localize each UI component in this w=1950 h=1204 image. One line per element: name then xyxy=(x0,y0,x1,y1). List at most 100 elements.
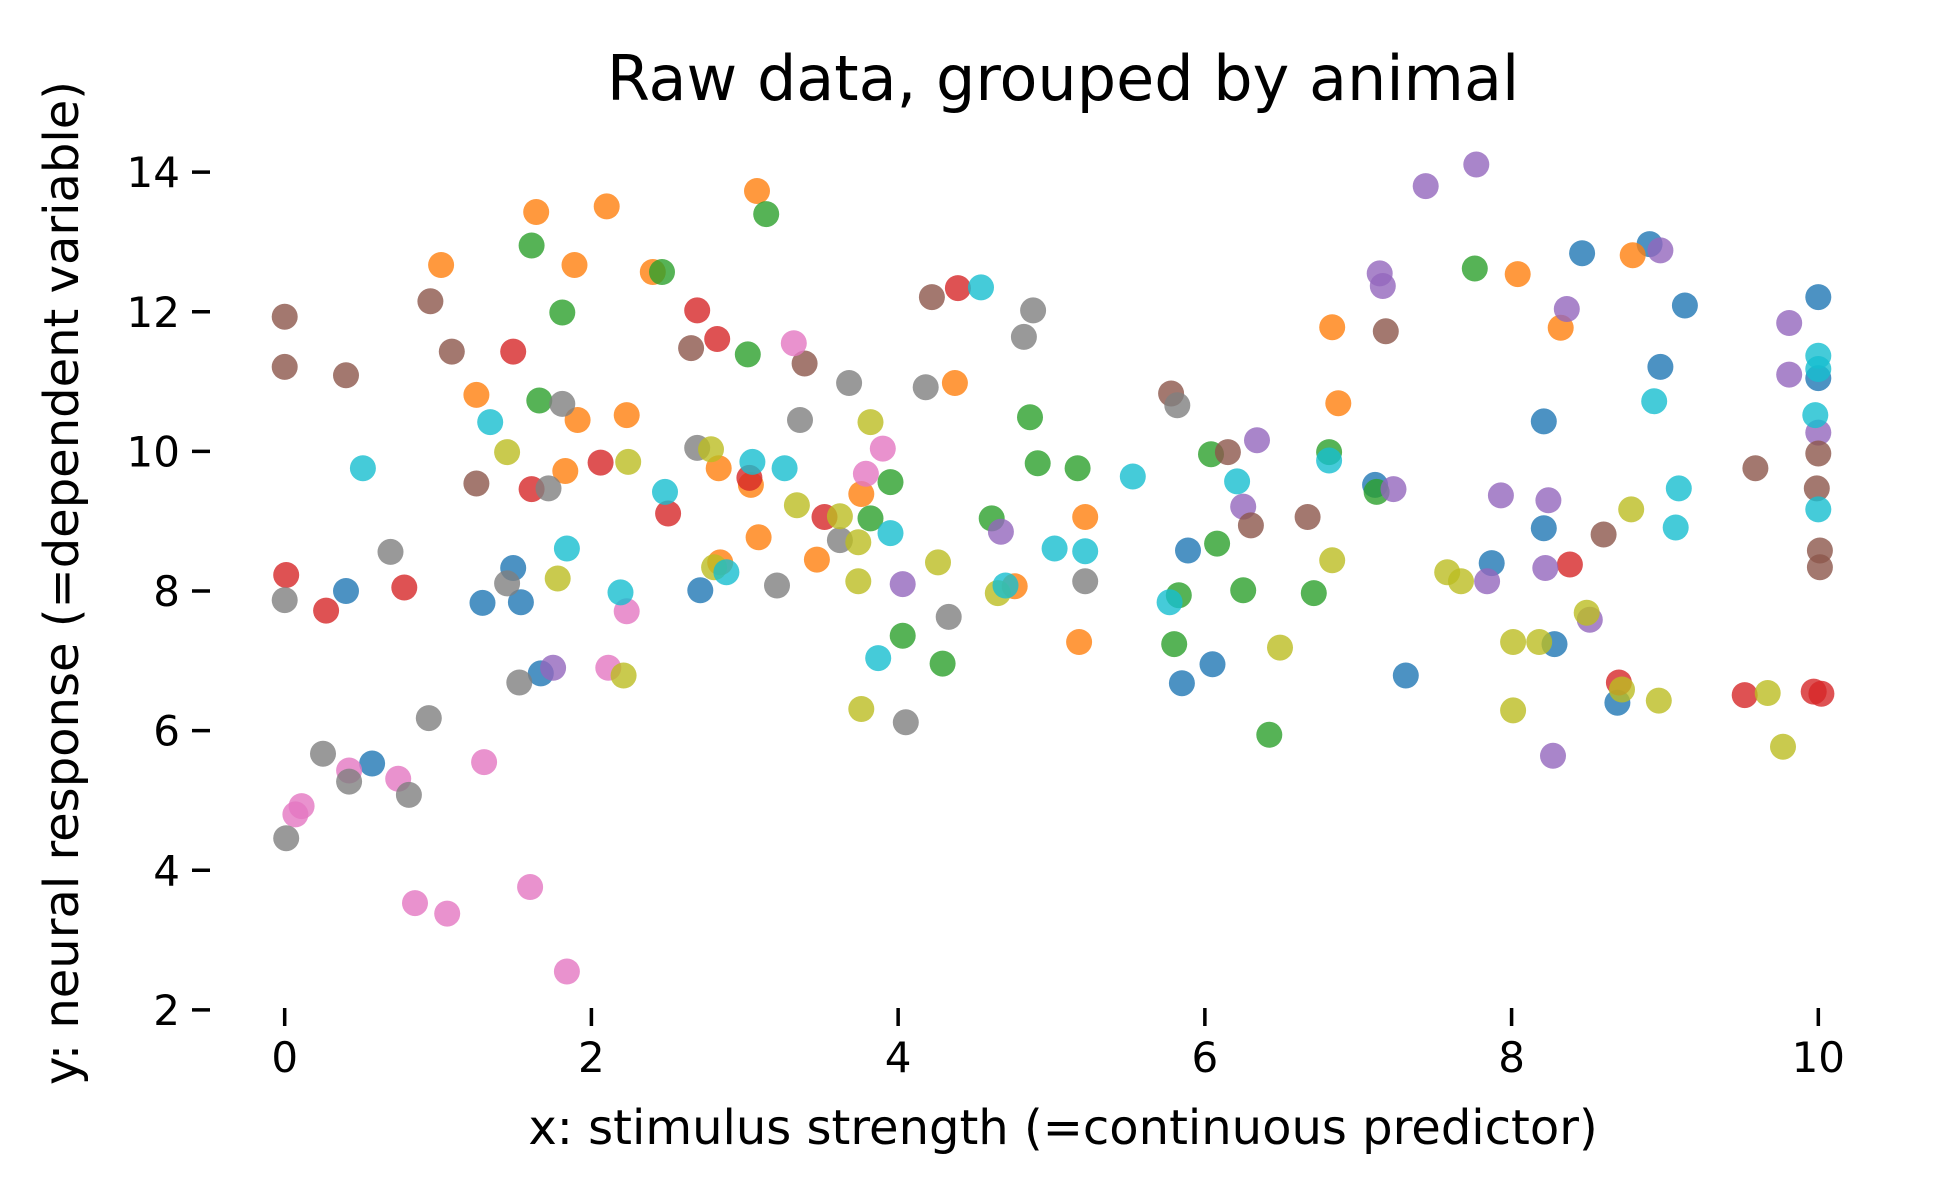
data-point-animal-olive xyxy=(1319,547,1346,574)
data-point-animal-blue xyxy=(1168,670,1195,697)
data-point-animal-green xyxy=(1461,255,1488,282)
data-point-animal-olive xyxy=(1448,568,1474,595)
data-point-animal-olive xyxy=(925,549,951,576)
data-point-animal-olive xyxy=(544,565,571,592)
data-point-animal-brown xyxy=(1372,318,1399,345)
data-point-animal-orange xyxy=(561,252,588,278)
data-point-animal-purple xyxy=(1776,310,1803,336)
data-point-animal-orange xyxy=(745,524,772,551)
data-point-animal-olive xyxy=(1526,629,1553,655)
data-point-animal-green xyxy=(1204,530,1231,557)
data-point-animal-cyan xyxy=(349,455,376,482)
data-point-animal-olive xyxy=(1618,496,1645,523)
data-point-animal-orange xyxy=(1066,629,1093,655)
data-point-animal-blue xyxy=(469,589,496,616)
data-point-animal-purple xyxy=(1412,173,1439,200)
data-point-animal-pink xyxy=(869,435,896,462)
data-point-animal-orange xyxy=(744,178,770,204)
data-point-animal-gray xyxy=(494,570,521,597)
data-point-animal-green xyxy=(1300,580,1327,607)
data-point-animal-purple xyxy=(1487,482,1514,509)
data-point-animal-purple xyxy=(987,518,1014,545)
data-point-animal-green xyxy=(549,299,576,326)
data-point-animal-green xyxy=(753,201,780,228)
data-point-animal-orange xyxy=(564,407,591,433)
data-point-animal-brown xyxy=(1214,439,1241,466)
data-point-animal-cyan xyxy=(771,455,798,482)
data-point-animal-orange xyxy=(1504,261,1531,288)
data-point-animal-brown xyxy=(1294,504,1321,530)
data-point-animal-brown xyxy=(1803,475,1830,502)
data-point-animal-brown xyxy=(678,335,705,362)
data-point-animal-purple xyxy=(1463,151,1490,178)
data-point-animal-cyan xyxy=(1662,514,1689,541)
data-point-animal-orange xyxy=(523,199,550,225)
x-tick-label: 2 xyxy=(578,1033,605,1082)
data-point-animal-brown xyxy=(271,303,298,330)
data-point-animal-cyan xyxy=(607,579,634,606)
data-point-animal-gray xyxy=(549,390,576,417)
data-point-animal-green xyxy=(518,232,545,259)
data-point-animal-purple xyxy=(1532,555,1559,581)
data-point-animal-brown xyxy=(1742,455,1769,482)
data-point-animal-purple xyxy=(1380,476,1407,503)
data-point-animal-green xyxy=(1161,631,1188,658)
data-point-animal-pink xyxy=(553,958,580,985)
data-point-animal-brown xyxy=(1806,554,1833,581)
data-point-animal-blue xyxy=(1530,408,1557,435)
data-point-animal-red xyxy=(1556,551,1583,578)
y-tick-label: 2 xyxy=(153,986,180,1035)
data-point-animal-brown xyxy=(438,338,465,365)
data-point-animal-blue xyxy=(359,750,386,777)
data-point-animal-green xyxy=(1230,577,1257,604)
data-point-animal-purple xyxy=(1776,361,1803,388)
data-point-animal-olive xyxy=(826,503,853,530)
data-point-animal-green xyxy=(889,622,916,649)
y-tick-label: 14 xyxy=(127,148,180,197)
data-point-animal-gray xyxy=(273,825,300,852)
data-point-animal-blue xyxy=(687,577,714,604)
y-axis-ticks: 2 4 6 8 10 12 14 xyxy=(127,148,210,1035)
data-point-animal-olive xyxy=(1609,676,1635,703)
data-point-animal-red xyxy=(273,562,300,588)
data-point-animal-green xyxy=(526,387,553,414)
data-point-animal-purple xyxy=(1244,427,1270,454)
plot-title: Raw data, grouped by animal xyxy=(607,42,1519,115)
data-point-animal-green xyxy=(1017,404,1043,431)
data-point-animal-olive xyxy=(1645,687,1672,714)
data-point-animal-orange xyxy=(552,458,579,484)
data-point-animal-olive xyxy=(1754,680,1781,706)
data-point-animal-purple xyxy=(889,571,916,598)
data-point-animal-purple xyxy=(1474,568,1501,595)
data-point-animal-cyan xyxy=(1224,468,1251,495)
data-point-animal-cyan xyxy=(968,274,994,301)
data-point-animal-brown xyxy=(791,350,818,377)
data-point-animal-blue xyxy=(1805,284,1832,311)
data-point-animal-olive xyxy=(845,529,872,556)
data-point-animal-olive xyxy=(1500,629,1527,655)
data-point-animal-brown xyxy=(463,470,490,497)
data-point-animal-orange xyxy=(848,481,875,507)
data-point-animal-gray xyxy=(892,709,919,736)
data-point-animal-gray xyxy=(395,781,422,808)
data-point-animal-green xyxy=(1256,721,1283,748)
data-point-animal-cyan xyxy=(992,572,1019,599)
x-tick-label: 4 xyxy=(885,1033,912,1082)
data-point-animal-green xyxy=(929,650,956,677)
data-point-animal-gray xyxy=(535,475,562,502)
data-point-animal-cyan xyxy=(477,409,504,436)
data-point-animal-cyan xyxy=(1041,535,1068,562)
data-point-animal-red xyxy=(1731,682,1758,709)
data-point-animal-red xyxy=(587,449,614,476)
data-point-animal-gray xyxy=(1072,568,1099,595)
data-point-animal-blue xyxy=(1647,353,1674,380)
data-point-animal-brown xyxy=(918,284,945,311)
data-point-animal-green xyxy=(1064,455,1091,482)
data-point-animal-cyan xyxy=(1805,496,1832,523)
data-point-animal-cyan xyxy=(1665,475,1692,502)
data-point-animal-pink xyxy=(402,890,428,917)
x-tick-label: 8 xyxy=(1498,1033,1525,1082)
data-point-animal-purple xyxy=(1540,742,1566,769)
